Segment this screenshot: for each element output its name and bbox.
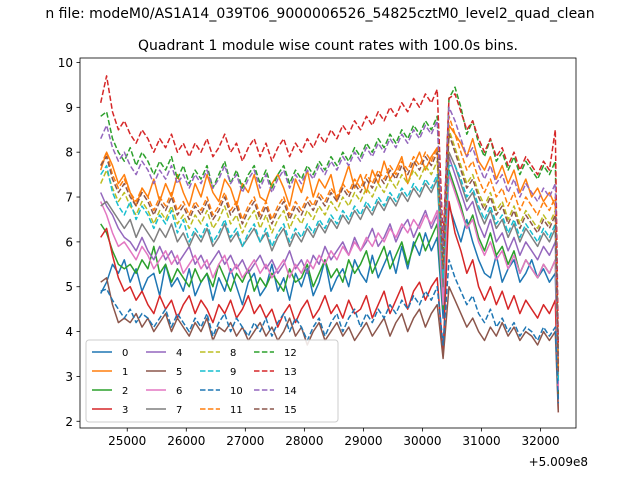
y-tick-label: 10: [58, 56, 73, 70]
y-tick-label: 2: [65, 415, 73, 429]
legend-label-13: 13: [284, 367, 297, 378]
series-line-8: [100, 129, 560, 377]
legend-label-0: 0: [122, 348, 128, 359]
axes-frame: [79, 57, 577, 429]
legend-label-14: 14: [284, 386, 297, 397]
legend-label-6: 6: [176, 386, 182, 397]
y-tick-label: 8: [65, 146, 73, 160]
legend-label-4: 4: [176, 348, 182, 359]
legend-label-3: 3: [122, 405, 128, 416]
legend-label-7: 7: [176, 405, 182, 416]
series-line-9: [100, 164, 560, 381]
x-tick-label: 30000: [403, 434, 441, 448]
x-tick-label: 29000: [344, 434, 382, 448]
plot-area: [99, 75, 560, 413]
legend-frame: [85, 339, 339, 423]
y-tick-label: 6: [65, 235, 73, 249]
x-tick-label: 25000: [108, 434, 146, 448]
series-line-11: [100, 115, 560, 368]
axes: 25000 26000 27000 28000 29000 30000 31000 32000…: [58, 56, 577, 448]
series-line-6: [100, 173, 560, 390]
y-tick-label: 4: [65, 325, 73, 339]
series-line-5: [100, 277, 560, 413]
legend-label-15: 15: [284, 405, 297, 416]
legend-label-10: 10: [230, 386, 243, 397]
x-tick-label: 32000: [521, 434, 559, 448]
legend-label-2: 2: [122, 386, 128, 397]
x-tick-label: 31000: [462, 434, 500, 448]
figure-suptitle: n file: modeM0/AS1A14_039T06_9000006526_…: [45, 6, 594, 22]
series-line-0: [100, 205, 560, 399]
series-line-7: [100, 151, 560, 381]
series-line-4: [100, 155, 560, 386]
y-tick-label: 3: [65, 370, 73, 384]
legend-label-1: 1: [122, 367, 128, 378]
x-axis-offset-label: +5.009e8: [529, 455, 588, 469]
series-line-2: [100, 169, 560, 395]
x-tick-label: 27000: [226, 434, 264, 448]
legend-label-11: 11: [230, 405, 243, 416]
series-line-13: [99, 75, 560, 346]
legend-label-5: 5: [176, 367, 182, 378]
y-tick-label: 5: [65, 280, 73, 294]
series-line-10: [100, 259, 560, 404]
legend-label-8: 8: [230, 348, 236, 359]
y-tick-label: 9: [65, 101, 73, 115]
legend-label-12: 12: [284, 348, 297, 359]
legend-label-9: 9: [230, 367, 236, 378]
series-line-1: [99, 124, 560, 368]
series-line-15: [100, 133, 560, 372]
y-tick-label: 7: [65, 191, 73, 205]
chart-title: Quadrant 1 module wise count rates with …: [138, 38, 518, 54]
x-tick-label: 28000: [285, 434, 323, 448]
series-lines: [99, 75, 560, 413]
series-line-12: [100, 86, 560, 355]
x-tick-label: 26000: [167, 434, 205, 448]
